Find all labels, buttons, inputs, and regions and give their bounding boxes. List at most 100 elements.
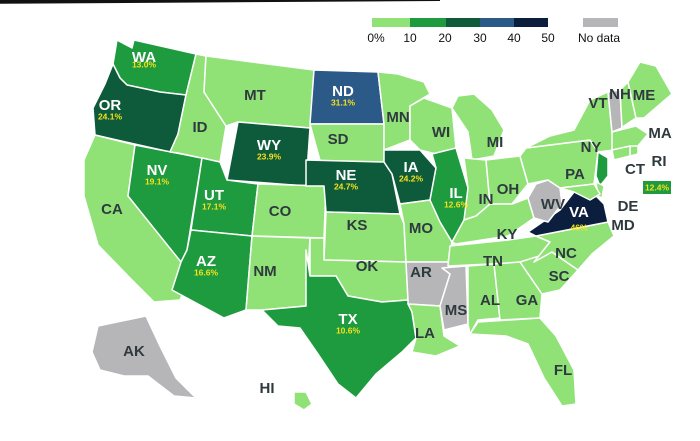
state-va xyxy=(527,189,609,237)
state-value-va: 46% xyxy=(570,222,587,232)
state-label-ri: RI xyxy=(652,153,667,170)
state-label-ct: CT xyxy=(625,161,645,178)
legend-swatch-nodata xyxy=(583,18,618,27)
state-value-ne: 24.7% xyxy=(334,181,359,191)
state-nj xyxy=(595,151,609,187)
state-label-ut: UT xyxy=(204,187,224,204)
legend-swatch-30 xyxy=(480,18,514,27)
state-value-nj: 12.4% xyxy=(645,182,670,192)
state-me xyxy=(627,61,673,119)
state-label-nm: NM xyxy=(253,263,276,280)
state-label-or: OR xyxy=(99,97,122,114)
legend-nodata-label: No data xyxy=(578,31,621,45)
title-fragment xyxy=(0,0,440,8)
legend-tick-10: 10 xyxy=(403,31,417,45)
legend: 0% 10 20 30 40 50 No data xyxy=(367,18,672,48)
state-label-pa: PA xyxy=(565,166,585,183)
state-label-me: ME xyxy=(633,87,656,104)
state-label-ar: AR xyxy=(410,264,432,281)
state-ct xyxy=(611,145,631,161)
state-value-or: 24.1% xyxy=(98,111,123,121)
state-value-tx: 10.6% xyxy=(336,325,361,335)
state-value-wy: 23.9% xyxy=(257,151,282,161)
state-ms xyxy=(439,265,469,331)
state-value-ia: 24.2% xyxy=(399,173,424,183)
state-label-mi: MI xyxy=(487,134,504,151)
state-shapes xyxy=(83,39,673,411)
state-label-ak: AK xyxy=(123,343,145,360)
state-label-tx: TX xyxy=(338,311,357,328)
state-label-ia: IA xyxy=(404,159,419,176)
state-label-ny: NY xyxy=(581,139,602,156)
state-label-id: ID xyxy=(193,119,208,136)
state-label-wa: WA xyxy=(132,49,156,66)
legend-swatch-0 xyxy=(372,18,410,27)
state-hi xyxy=(293,391,313,411)
state-ma xyxy=(611,125,649,151)
state-label-oh: OH xyxy=(497,181,520,198)
state-label-ky: KY xyxy=(497,226,518,243)
state-oh xyxy=(485,155,529,205)
state-label-nj: NJ xyxy=(618,179,637,196)
state-label-fl: FL xyxy=(554,362,572,379)
state-label-nh: NH xyxy=(609,86,631,103)
state-label-mo: MO xyxy=(409,220,433,237)
state-label-la: LA xyxy=(415,325,435,342)
state-ri xyxy=(629,145,639,157)
state-label-sc: SC xyxy=(549,268,570,285)
state-nh xyxy=(619,81,637,129)
state-label-ks: KS xyxy=(347,217,368,234)
state-label-az: AZ xyxy=(196,253,216,270)
state-label-sd: SD xyxy=(328,131,349,148)
state-value-nd: 31.1% xyxy=(331,97,356,107)
state-label-ca: CA xyxy=(101,201,123,218)
state-label-tn: TN xyxy=(483,253,503,270)
state-value-ut: 17.1% xyxy=(202,201,227,211)
state-label-wy: WY xyxy=(257,137,281,154)
state-label-ne: NE xyxy=(336,167,357,184)
state-label-mt: MT xyxy=(244,87,266,104)
state-label-nv: NV xyxy=(147,162,168,179)
state-label-nd: ND xyxy=(332,83,354,100)
state-label-de: DE xyxy=(618,198,639,215)
state-label-co: CO xyxy=(269,203,292,220)
state-label-hi: HI xyxy=(260,380,275,397)
state-ga xyxy=(493,261,543,321)
state-value-wa: 13.0% xyxy=(132,59,157,69)
state-tx xyxy=(261,249,417,399)
state-label-wi: WI xyxy=(432,124,450,141)
state-label-md: MD xyxy=(611,217,634,234)
state-label-vt: VT xyxy=(588,95,607,112)
state-value-az: 16.6% xyxy=(194,267,219,277)
state-label-va: VA xyxy=(569,204,589,221)
state-label-al: AL xyxy=(480,292,500,309)
state-value-nv: 19.1% xyxy=(145,176,170,186)
state-nc xyxy=(533,221,615,271)
legend-swatch-40 xyxy=(514,18,548,27)
state-fl xyxy=(469,317,577,407)
legend-tick-40: 40 xyxy=(507,31,521,45)
state-label-il: IL xyxy=(449,185,462,202)
state-ky xyxy=(451,197,535,245)
state-label-mn: MN xyxy=(386,109,409,126)
legend-tick-20: 20 xyxy=(438,31,452,45)
state-label-ms: MS xyxy=(445,302,468,319)
legend-swatch-20 xyxy=(446,18,480,27)
nj-value-box xyxy=(643,181,671,194)
state-mi xyxy=(451,93,505,161)
state-label-ga: GA xyxy=(516,292,539,309)
state-md xyxy=(559,183,601,201)
state-label-in: IN xyxy=(479,191,494,208)
state-label-ma: MA xyxy=(648,125,671,142)
legend-tick-0: 0% xyxy=(367,31,385,45)
state-label-wv: WV xyxy=(541,196,565,213)
state-ak xyxy=(91,315,197,399)
state-value-il: 12.6% xyxy=(444,199,469,209)
state-wv xyxy=(527,179,563,223)
state-label-ok: OK xyxy=(356,258,379,275)
state-label-nc: NC xyxy=(555,245,577,262)
legend-tick-50: 50 xyxy=(541,31,555,45)
legend-swatch-10 xyxy=(410,18,446,27)
